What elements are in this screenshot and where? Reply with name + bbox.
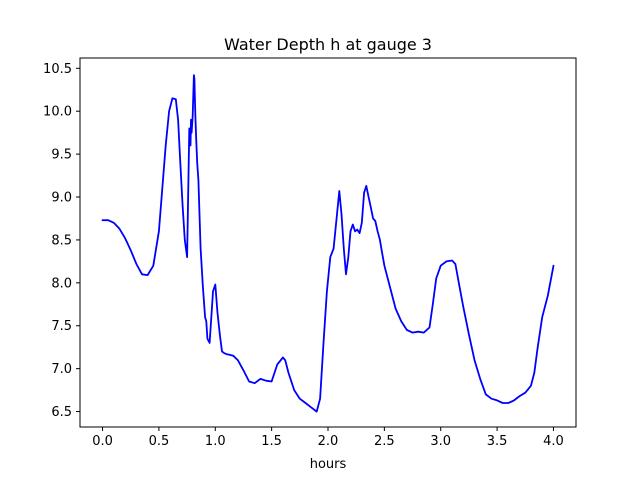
x-tick-label: 3.5: [487, 434, 508, 449]
y-tick-label: 8.5: [51, 233, 72, 248]
y-tick-label: 7.0: [51, 362, 72, 377]
x-tick-label: 1.0: [205, 434, 226, 449]
y-tick-label: 9.0: [51, 191, 72, 206]
y-tick-label: 10.5: [43, 62, 72, 77]
y-axis: 6.5 7.0 7.5 8.0 8.5 9.0 9.5 10.0 10.5: [43, 62, 80, 420]
x-axis: 0.0 0.5 1.0 1.5 2.0 2.5 3.0 3.5 4.0: [92, 427, 564, 449]
x-tick-label: 3.0: [430, 434, 451, 449]
x-axis-label: hours: [310, 457, 347, 472]
y-tick-label: 6.5: [51, 405, 72, 420]
x-tick-label: 4.0: [543, 434, 564, 449]
x-tick-label: 2.0: [318, 434, 339, 449]
x-tick-label: 2.5: [374, 434, 395, 449]
chart-title: Water Depth h at gauge 3: [224, 35, 432, 54]
y-tick-label: 9.5: [51, 148, 72, 163]
x-tick-label: 0.0: [92, 434, 113, 449]
series-line: [101, 74, 555, 413]
y-tick-label: 7.5: [51, 319, 72, 334]
y-tick-label: 10.0: [43, 105, 72, 120]
x-tick-label: 1.5: [261, 434, 282, 449]
x-tick-label: 0.5: [149, 434, 170, 449]
y-tick-label: 8.0: [51, 276, 72, 291]
